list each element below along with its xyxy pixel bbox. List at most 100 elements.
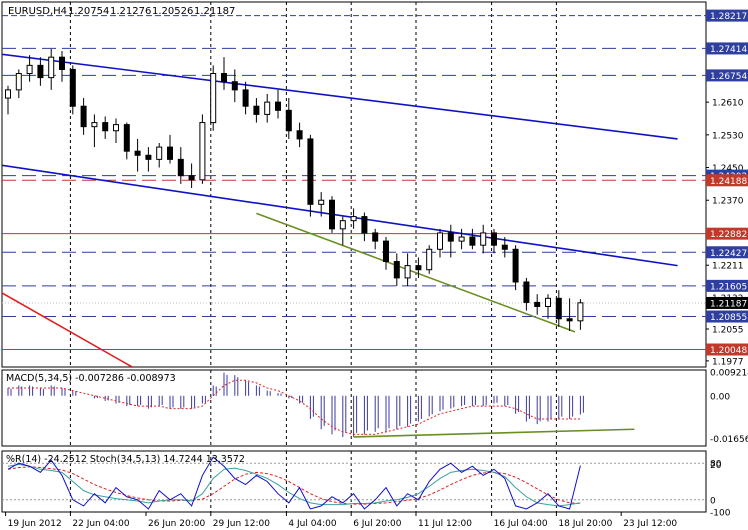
candle-body	[145, 154, 152, 160]
candle-body	[545, 297, 551, 308]
trend-line	[2, 164, 678, 267]
macd-trend-line	[353, 428, 635, 438]
price-level-tag	[706, 42, 748, 55]
candle-body	[253, 105, 260, 115]
price-tick-label: 1.2211	[712, 262, 744, 272]
oscillator-tick-label: 0	[710, 496, 716, 506]
candle-body	[102, 122, 109, 132]
macd-tick-label: -0.01656	[710, 435, 748, 445]
current-price-label: 1.21187	[710, 299, 747, 309]
candle-body	[555, 297, 562, 320]
price-tick-label: 1.2055	[712, 325, 744, 335]
price-tick-label: 1.1977	[712, 357, 744, 367]
candle-body	[231, 81, 238, 91]
candle-body	[437, 232, 443, 250]
candle-body	[123, 124, 130, 152]
oscillator-label: %R(14) -24.2512 Stoch(34,5,13) 14.7244 1…	[6, 454, 245, 465]
candle-body	[404, 265, 411, 279]
oscillator-panel-frame	[1, 450, 707, 513]
price-level-tag	[706, 69, 748, 82]
price-level-tag	[706, 310, 748, 323]
candle-body	[393, 261, 400, 279]
price-level-tag	[706, 174, 748, 187]
candle-body	[5, 89, 11, 99]
candle-body	[80, 105, 87, 128]
candle-body	[134, 150, 141, 156]
ohlc-open: 1.20754	[68, 6, 109, 17]
candle-body	[307, 138, 314, 205]
candle-body	[426, 248, 433, 271]
candle-body	[188, 175, 195, 181]
candle-body	[329, 199, 335, 230]
candle-body	[113, 124, 119, 132]
candle-body	[372, 232, 379, 242]
time-axis: 19 Jun 2012 22 Jun 04:00 26 Jun 20:00 29 Ju…	[5, 512, 677, 529]
candle-body	[59, 56, 65, 70]
oscillator-tick-label: 80	[710, 460, 722, 470]
price-panel: 1.26101.25301.24501.23701.22111.21321.20…	[1, 1, 748, 368]
candle-body	[361, 216, 368, 234]
candle-body	[534, 301, 541, 308]
price-level-label: 1.22427	[710, 249, 747, 259]
oscillator-tick-label: -100	[710, 509, 731, 519]
trend-line	[2, 291, 133, 367]
trend-line	[2, 53, 678, 140]
price-level-label: 1.22882	[710, 230, 747, 240]
time-tick-label: 29 Jun 12:00	[213, 519, 270, 529]
price-level-label: 1.24188	[710, 177, 747, 187]
candle-body	[383, 240, 389, 263]
price-level-tag	[706, 227, 748, 240]
candle-body	[156, 146, 163, 160]
time-tick-label: 23 Jul 12:00	[623, 519, 677, 529]
candle-body	[167, 146, 173, 160]
price-level-tag	[706, 279, 748, 292]
macd-panel: 0.009214 0.00 -0.01656	[1, 369, 748, 447]
price-tick-label: 1.2450	[712, 164, 744, 174]
price-level-label: 1.28217	[710, 12, 747, 22]
candle-body	[69, 68, 76, 107]
time-tick-label: 11 Jul 12:00	[418, 519, 472, 529]
candle-body	[415, 265, 422, 271]
stochastic-signal-line	[7, 466, 581, 505]
candle-body	[37, 64, 44, 79]
candle-body	[566, 318, 573, 322]
price-level-label: 1.21605	[710, 282, 747, 292]
candle-body	[221, 73, 227, 83]
candle-body	[285, 109, 292, 132]
ohlc-high: 1.21276	[110, 6, 151, 17]
price-level-tag	[706, 343, 748, 356]
candle-body	[523, 281, 530, 303]
candle-body	[210, 73, 217, 124]
price-level-label: 1.20048	[710, 346, 747, 356]
price-tick-label: 1.2530	[712, 131, 744, 141]
time-tick-label: 6 Jul 20:00	[353, 519, 402, 529]
macd-tick-label: 0.009214	[710, 369, 748, 379]
price-level-label: 1.20855	[710, 313, 747, 323]
candle-body	[26, 64, 33, 75]
candle-body	[318, 199, 325, 205]
candle-body	[15, 73, 22, 91]
candle-body	[480, 232, 487, 246]
candle-body	[469, 236, 476, 246]
candle-body	[199, 122, 206, 181]
time-tick-label: 4 Jul 04:00	[288, 519, 337, 529]
ohlc-close: 1.21187	[194, 6, 235, 17]
time-tick-label: 19 Jun 2012	[8, 519, 62, 529]
oscillator-tick-label: 20	[710, 461, 722, 471]
ohlc-low: 1.20526	[152, 6, 193, 17]
macd-signal-line	[8, 379, 581, 435]
candle-body	[264, 101, 271, 115]
candle-body	[350, 216, 357, 222]
candle-body	[91, 122, 98, 128]
price-level-tag	[706, 246, 748, 259]
candle-body	[447, 232, 454, 242]
candle-body	[491, 232, 497, 246]
time-tick-label: 26 Jun 20:00	[148, 519, 205, 529]
price-panel-frame	[1, 1, 707, 368]
macd-label: MACD(5,34,5) -0.007286 -0.008973	[6, 373, 176, 384]
price-level-tag	[706, 9, 748, 22]
candle-body	[577, 302, 584, 322]
price-tick-label: 1.2370	[712, 197, 744, 207]
